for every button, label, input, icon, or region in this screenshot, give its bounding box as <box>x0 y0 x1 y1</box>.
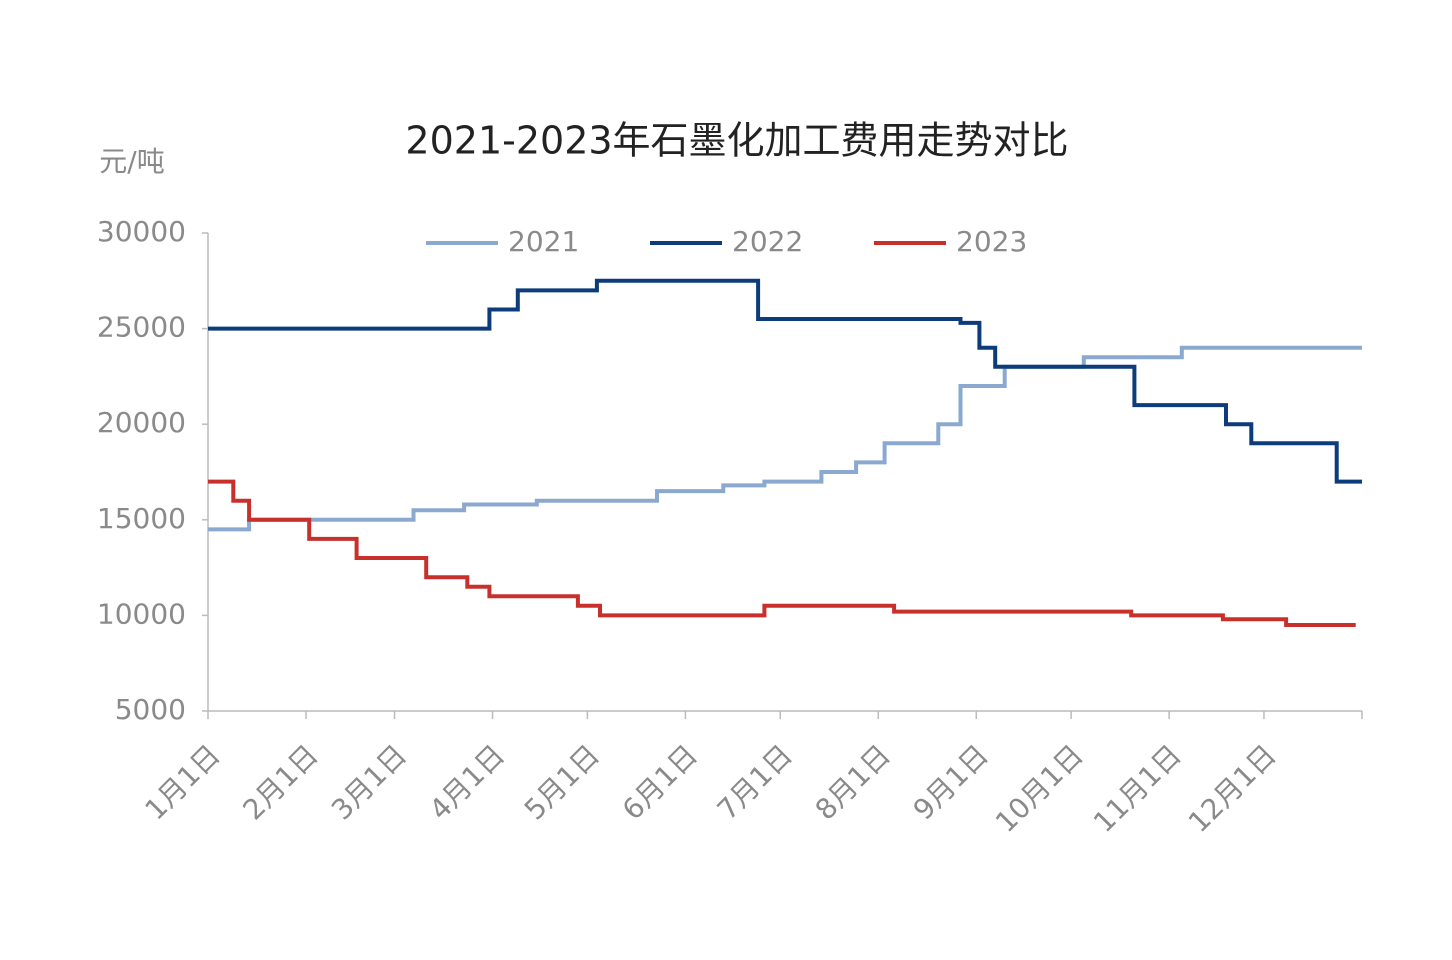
legend-label: 2021 <box>508 225 579 258</box>
x-tick-label: 1月1日 <box>138 738 226 826</box>
series-line <box>208 479 1356 627</box>
series-line <box>208 278 1362 484</box>
x-tick-label: 4月1日 <box>423 738 511 826</box>
y-tick-label: 10000 <box>97 597 186 630</box>
x-tick-label: 10月1日 <box>989 738 1090 839</box>
y-axis-label: 元/吨 <box>99 145 164 178</box>
legend-label: 2023 <box>956 225 1027 258</box>
y-tick-label: 5000 <box>115 693 186 726</box>
series-line <box>208 345 1362 532</box>
x-tick-label: 7月1日 <box>711 738 799 826</box>
x-tick-label: 3月1日 <box>325 738 413 826</box>
x-tick-label: 2月1日 <box>236 738 324 826</box>
y-tick-label: 20000 <box>97 406 186 439</box>
chart-title: 2021-2023年石墨化加工费用走势对比 <box>405 119 1068 163</box>
x-tick-label: 5月1日 <box>518 738 606 826</box>
y-tick-label: 15000 <box>97 502 186 535</box>
legend-label: 2022 <box>732 225 803 258</box>
x-tick-label: 11月1日 <box>1087 738 1188 839</box>
x-tick-label: 6月1日 <box>616 738 704 826</box>
y-tick-label: 30000 <box>97 215 186 248</box>
y-tick-label: 25000 <box>97 311 186 344</box>
x-tick-label: 8月1日 <box>809 738 897 826</box>
x-tick-label: 12月1日 <box>1182 738 1283 839</box>
x-tick-label: 9月1日 <box>907 738 995 826</box>
